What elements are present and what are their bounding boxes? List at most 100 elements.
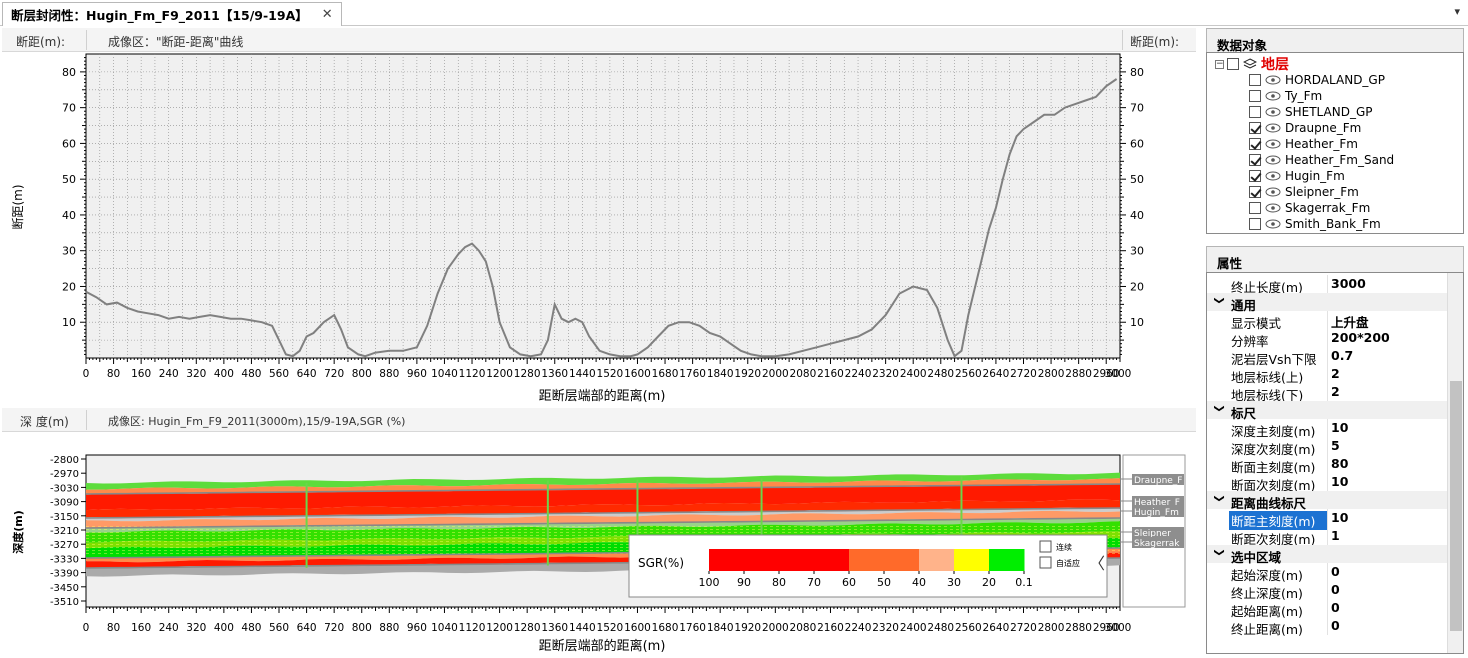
y-tick-label: 60 — [62, 137, 76, 150]
chevron-down-icon[interactable]: ❯ — [1213, 548, 1225, 557]
tree-item[interactable]: Heather_Fm_Sand — [1249, 152, 1394, 168]
continuous-checkbox[interactable] — [1039, 540, 1052, 553]
tree-item[interactable]: Ty_Fm — [1249, 88, 1322, 104]
property-row[interactable]: 起始距离(m) 0 — [1207, 599, 1447, 619]
eye-icon[interactable] — [1265, 91, 1281, 101]
tree-root-strata[interactable]: − 地层 — [1215, 56, 1289, 73]
chevron-down-icon[interactable]: ❯ — [1213, 494, 1225, 503]
tab-fault-sealing[interactable]: 断层封闭性：Hugin_Fm_F9_2011【15/9-19A】 ✕ — [2, 2, 342, 26]
eye-icon[interactable] — [1265, 187, 1281, 197]
layer-checkbox[interactable] — [1249, 154, 1261, 166]
property-value[interactable]: 0.7 — [1331, 348, 1354, 363]
layer-checkbox[interactable] — [1249, 90, 1261, 102]
layer-checkbox[interactable] — [1249, 138, 1261, 150]
tree-root-label: 地层 — [1261, 57, 1289, 73]
property-value[interactable]: 10 — [1331, 420, 1349, 435]
property-category[interactable]: ❯ 距离曲线标尺 — [1207, 491, 1447, 511]
property-row[interactable]: 分辨率 200*200 — [1207, 329, 1447, 349]
upper-left-axis-header: 断距(m): — [16, 35, 66, 49]
property-value[interactable]: 10 — [1331, 474, 1349, 489]
property-row[interactable]: 断面次刻度(m) 10 — [1207, 473, 1447, 493]
tree-item[interactable]: Sleipner_Fm — [1249, 184, 1359, 200]
layer-checkbox[interactable] — [1249, 170, 1261, 182]
property-value[interactable]: 80 — [1331, 456, 1349, 471]
property-value[interactable]: 2 — [1331, 384, 1340, 399]
x-tick-label: 1520 — [597, 368, 624, 380]
tree-item[interactable]: Hugin_Fm — [1249, 168, 1345, 184]
close-icon[interactable]: ✕ — [321, 7, 333, 22]
property-value[interactable]: 上升盘 — [1331, 315, 1369, 330]
tree-item[interactable]: Heather_Fm — [1249, 136, 1358, 152]
property-category[interactable]: ❯ 标尺 — [1207, 401, 1447, 421]
property-value[interactable]: 2 — [1331, 366, 1340, 381]
property-category[interactable]: ❯ 通用 — [1207, 293, 1447, 313]
property-row[interactable]: 地层标线(下) 2 — [1207, 383, 1447, 403]
property-value[interactable]: 0 — [1331, 600, 1340, 615]
layer-checkbox[interactable] — [1249, 74, 1261, 86]
property-value[interactable]: 0 — [1331, 564, 1340, 579]
layer-checkbox[interactable] — [1249, 202, 1261, 214]
property-row[interactable]: 终止深度(m) 0 — [1207, 581, 1447, 601]
tree-root-checkbox[interactable] — [1227, 58, 1239, 70]
x-tick-label: 400 — [214, 368, 234, 380]
property-row[interactable]: 终止距离(m) 0 — [1207, 617, 1447, 637]
eye-icon[interactable] — [1265, 123, 1281, 133]
eye-icon[interactable] — [1265, 203, 1281, 213]
collapse-legend-icon[interactable]: 〈 — [1089, 554, 1105, 573]
tree-item[interactable]: SHETLAND_GP — [1249, 104, 1372, 120]
layer-checkbox[interactable] — [1249, 122, 1261, 134]
property-row[interactable]: 地层标线(上) 2 — [1207, 365, 1447, 385]
property-row[interactable]: 泥岩层Vsh下限 0.7 — [1207, 347, 1447, 367]
adaptive-checkbox[interactable] — [1039, 556, 1052, 569]
property-value[interactable]: 0 — [1331, 618, 1340, 633]
x-tick-label: 560 — [269, 368, 289, 380]
property-row[interactable]: 起始深度(m) 0 — [1207, 563, 1447, 583]
property-category[interactable]: ❯ 选中区域 — [1207, 545, 1447, 565]
tree-item[interactable]: Draupne_Fm — [1249, 120, 1361, 136]
property-value[interactable]: 5 — [1331, 438, 1340, 453]
tree-item[interactable]: HORDALAND_GP — [1249, 72, 1385, 88]
eye-icon[interactable] — [1265, 75, 1281, 85]
legend-tick-label: 40 — [912, 576, 926, 589]
x-tick-label: 2480 — [927, 368, 954, 380]
tree-item[interactable]: Skagerrak_Fm — [1249, 200, 1370, 216]
properties-scrollbar[interactable] — [1447, 273, 1463, 653]
property-row[interactable]: 深度主刻度(m) 10 — [1207, 419, 1447, 439]
property-key: 深度主刻度(m) — [1231, 424, 1316, 439]
legend-swatch — [709, 549, 745, 571]
data-objects-title: 数据对象 — [1206, 28, 1464, 53]
layer-checkbox[interactable] — [1249, 218, 1261, 230]
y-tick-label: 40 — [62, 209, 76, 222]
continuous-label: 连续 — [1056, 542, 1072, 552]
eye-icon[interactable] — [1265, 219, 1281, 229]
layer-checkbox[interactable] — [1249, 106, 1261, 118]
layer-checkbox[interactable] — [1249, 186, 1261, 198]
property-row[interactable]: 断距主刻度(m) 10 — [1207, 509, 1447, 530]
chevron-down-icon[interactable]: ▾ — [1454, 5, 1460, 18]
y-tick-label: 50 — [62, 173, 76, 186]
x-tick-label: 1120 — [459, 622, 486, 634]
property-value[interactable]: 1 — [1331, 528, 1340, 543]
property-row[interactable]: 显示模式 上升盘 — [1207, 311, 1447, 331]
collapse-icon[interactable]: − — [1215, 58, 1224, 69]
eye-icon[interactable] — [1265, 171, 1281, 181]
property-value[interactable]: 0 — [1331, 582, 1340, 597]
eye-icon[interactable] — [1265, 139, 1281, 149]
legend-tick-label: 0.1 — [1015, 576, 1033, 589]
y-tick-label: 10 — [62, 316, 76, 329]
property-row[interactable]: 断面主刻度(m) 80 — [1207, 455, 1447, 475]
property-row[interactable]: 深度次刻度(m) 5 — [1207, 437, 1447, 457]
property-value[interactable]: 3000 — [1331, 276, 1366, 291]
eye-icon[interactable] — [1265, 155, 1281, 165]
property-row[interactable]: 终止长度(m) 3000 — [1207, 275, 1447, 295]
chevron-down-icon[interactable]: ❯ — [1213, 296, 1225, 305]
scrollbar-thumb[interactable] — [1450, 381, 1462, 631]
property-row[interactable]: 断距次刻度(m) 1 — [1207, 527, 1447, 547]
eye-icon[interactable] — [1265, 107, 1281, 117]
tree-item[interactable]: Smith_Bank_Fm — [1249, 216, 1381, 232]
chevron-down-icon[interactable]: ❯ — [1213, 404, 1225, 413]
property-value[interactable]: 10 — [1331, 510, 1349, 525]
property-value[interactable]: 200*200 — [1331, 330, 1390, 345]
x-tick-label: 2720 — [1010, 622, 1037, 634]
x-tick-label: 1600 — [624, 622, 651, 634]
